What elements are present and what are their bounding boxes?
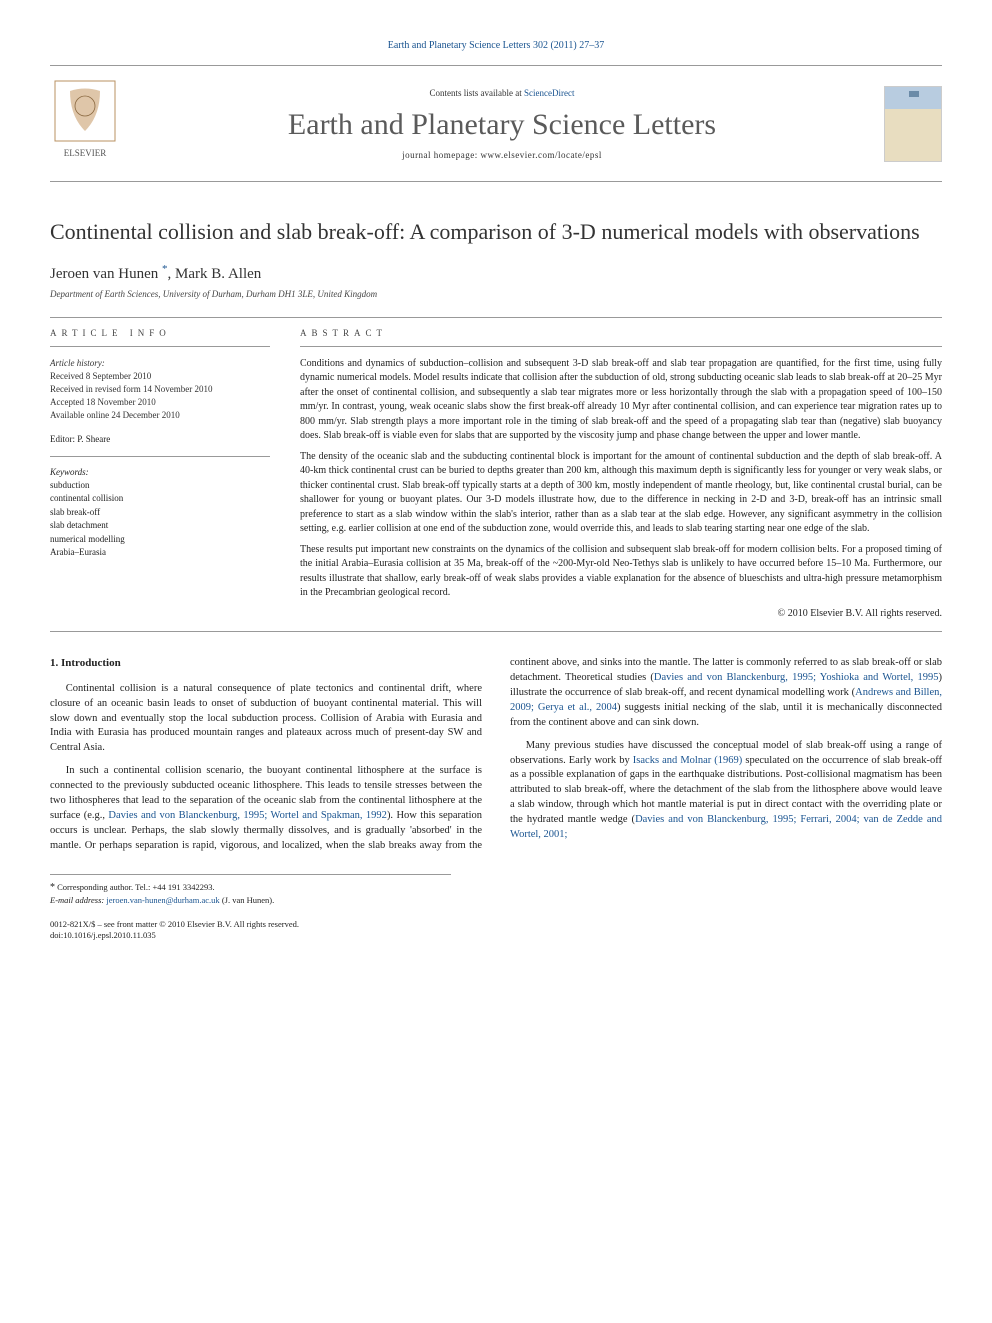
homepage-url[interactable]: www.elsevier.com/locate/epsl — [481, 150, 602, 160]
homepage-prefix: journal homepage: — [402, 150, 480, 160]
abstract-p3: These results put important new constrai… — [300, 543, 942, 601]
abstract-p2: The density of the oceanic slab and the … — [300, 450, 942, 537]
article-title: Continental collision and slab break-off… — [50, 218, 942, 247]
elsevier-logo: ELSEVIER — [50, 76, 120, 171]
keyword: Arabia–Eurasia — [50, 546, 270, 560]
rule-under-info-label — [50, 346, 270, 347]
citation[interactable]: Isacks and Molnar (1969) — [633, 755, 743, 766]
keyword: continental collision — [50, 492, 270, 506]
history-accepted: Accepted 18 November 2010 — [50, 396, 270, 409]
journal-reference[interactable]: Earth and Planetary Science Letters 302 … — [50, 40, 942, 51]
abstract-text: Conditions and dynamics of subduction–co… — [300, 357, 942, 622]
affiliation: Department of Earth Sciences, University… — [50, 289, 942, 299]
contents-list-line: Contents lists available at ScienceDirec… — [120, 88, 884, 98]
journal-cover-thumbnail — [884, 86, 942, 162]
article-info-label: ARTICLE INFO — [50, 328, 270, 338]
history-received: Received 8 September 2010 — [50, 370, 270, 383]
abstract-column: ABSTRACT Conditions and dynamics of subd… — [300, 328, 942, 622]
keyword: numerical modelling — [50, 533, 270, 547]
rule-above-meta — [50, 317, 942, 318]
rule-below-abstract — [50, 631, 942, 632]
history-online: Available online 24 December 2010 — [50, 409, 270, 422]
doi-line: doi:10.1016/j.epsl.2010.11.035 — [50, 930, 942, 942]
editor-prefix: Editor: — [50, 434, 77, 444]
body-text: 1. Introduction Continental collision is… — [50, 656, 942, 854]
meta-row: ARTICLE INFO Article history: Received 8… — [50, 328, 942, 622]
footnotes: * Corresponding author. Tel.: +44 191 33… — [50, 874, 451, 907]
intro-p1: Continental collision is a natural conse… — [50, 682, 482, 757]
article-info-column: ARTICLE INFO Article history: Received 8… — [50, 328, 270, 622]
keyword: subduction — [50, 479, 270, 493]
keyword: slab break-off — [50, 506, 270, 520]
rule-above-keywords — [50, 456, 270, 457]
star-icon: * — [50, 882, 55, 893]
journal-title: Earth and Planetary Science Letters — [120, 108, 884, 142]
contents-prefix: Contents lists available at — [430, 88, 524, 98]
citation[interactable]: Davies and von Blanckenburg, 1995; Worte… — [108, 810, 387, 821]
corresponding-footnote: * Corresponding author. Tel.: +44 191 33… — [50, 881, 451, 895]
rule-under-abstract-label — [300, 346, 942, 347]
doi-block: 0012-821X/$ – see front matter © 2010 El… — [50, 919, 942, 943]
intro-p3: Many previous studies have discussed the… — [510, 739, 942, 843]
journal-homepage: journal homepage: www.elsevier.com/locat… — [120, 150, 884, 160]
email-footnote: E-mail address: jeroen.van-hunen@durham.… — [50, 895, 451, 907]
email-who: (J. van Hunen). — [220, 895, 275, 905]
intro-heading: 1. Introduction — [50, 656, 482, 672]
front-matter-line: 0012-821X/$ – see front matter © 2010 El… — [50, 919, 942, 931]
history-revised: Received in revised form 14 November 201… — [50, 383, 270, 396]
history-label: Article history: — [50, 357, 270, 370]
editor-name: P. Sheare — [77, 434, 110, 444]
author-1: Jeroen van Hunen — [50, 266, 162, 282]
header-center: Contents lists available at ScienceDirec… — [120, 88, 884, 160]
corr-text: Corresponding author. Tel.: +44 191 3342… — [57, 882, 215, 892]
abstract-label: ABSTRACT — [300, 328, 942, 338]
keywords-list: subduction continental collision slab br… — [50, 479, 270, 560]
keyword: slab detachment — [50, 519, 270, 533]
abstract-p1: Conditions and dynamics of subduction–co… — [300, 357, 942, 444]
email-link[interactable]: jeroen.van-hunen@durham.ac.uk — [106, 895, 219, 905]
email-label: E-mail address: — [50, 895, 106, 905]
copyright: © 2010 Elsevier B.V. All rights reserved… — [300, 607, 942, 622]
editor: Editor: P. Sheare — [50, 434, 270, 444]
citation[interactable]: Davies and von Blanckenburg, 1995; Yoshi… — [654, 672, 939, 683]
author-2: , Mark B. Allen — [168, 266, 262, 282]
sciencedirect-link[interactable]: ScienceDirect — [524, 88, 574, 98]
svg-text:ELSEVIER: ELSEVIER — [64, 148, 107, 158]
journal-header: ELSEVIER Contents lists available at Sci… — [50, 65, 942, 182]
keywords-label: Keywords: — [50, 467, 270, 477]
authors: Jeroen van Hunen *, Mark B. Allen — [50, 263, 942, 283]
article-history: Article history: Received 8 September 20… — [50, 357, 270, 422]
